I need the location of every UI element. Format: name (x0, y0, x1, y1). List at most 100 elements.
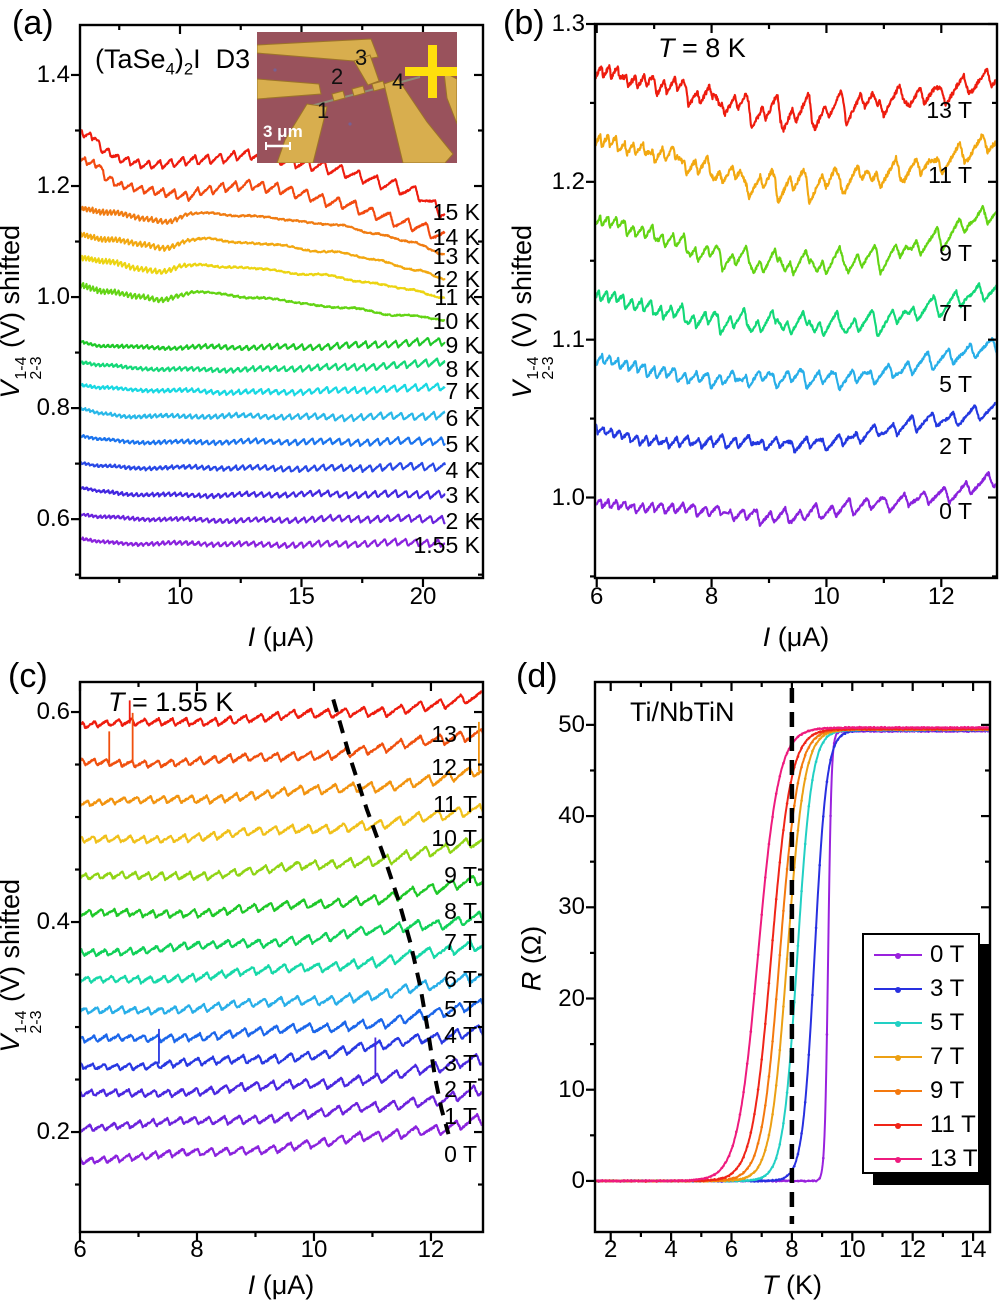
x-tick-label: 12 (927, 583, 955, 610)
y-tick-label: 1.0 (551, 483, 585, 511)
panel-d-xvar: T (762, 1270, 779, 1300)
panel-b-note: T = 8 K (658, 33, 746, 64)
panel-b-tag: (b) (503, 4, 545, 42)
curve-label-3-k: 3 K (445, 482, 480, 509)
y-tick-label: 30 (558, 893, 585, 921)
curve-label-8-t: 8 T (444, 897, 477, 924)
curve-label-9-t: 9 T (939, 240, 972, 267)
x-tick-label: 6 (73, 1236, 87, 1263)
x-tick-label: 10 (838, 1236, 866, 1263)
sample-label-text2: ) (174, 44, 184, 74)
x-tick-label: 10 (813, 583, 840, 610)
y-tick-label: 0.4 (36, 908, 70, 936)
legend-label: 11 T (930, 1111, 976, 1138)
curve-label-0-t: 0 T (444, 1141, 477, 1168)
curve-label-7-t: 7 T (939, 300, 972, 327)
panel-c-yrest: (V) shifted (0, 878, 26, 1002)
panel-c-tag: (c) (8, 657, 48, 695)
panel-d-tag: (d) (516, 657, 558, 695)
legend-entry-9-t: 9 T (874, 1074, 964, 1108)
curve-label-13-k: 13 K (432, 243, 480, 270)
panel-b-ysup: 1-4 (525, 356, 543, 380)
panel-a-xlabel: I (μA) (231, 622, 331, 653)
curve-label-8-k: 8 K (445, 356, 480, 383)
panel-d-yunit: (Ω) (516, 925, 547, 972)
curve-label-13-t: 13 T (926, 96, 972, 123)
curve-label-10-t: 10 T (431, 825, 477, 852)
y-tick-label: 0.6 (36, 698, 70, 726)
legend-label: 13 T (930, 1145, 978, 1172)
contact-label-1: 1 (317, 98, 329, 123)
panel-a-xvar: I (247, 622, 256, 652)
legend-entry-0-t: 0 T (874, 938, 964, 972)
legend-label: 5 T (930, 1009, 965, 1036)
x-tick-label: 12 (899, 1236, 927, 1263)
panel-d-ylabel: R (Ω) (517, 809, 548, 1109)
panel-c-note-rest: = 1.55 K (124, 687, 234, 717)
curve-label-5-t: 5 T (444, 996, 477, 1023)
y-tick-label: 0.2 (36, 1118, 70, 1146)
x-tick-label: 10 (166, 583, 194, 610)
y-tick-label: 1.2 (551, 167, 585, 195)
electrode-2 (257, 78, 322, 100)
panel-b-xunit: (μA) (770, 622, 830, 652)
curve-label-6-t: 6 T (444, 965, 477, 992)
legend-entry-7-t: 7 T (874, 1040, 964, 1074)
curve-label-14-k: 14 K (432, 224, 480, 251)
panel-b-xvar: I (762, 622, 771, 652)
x-tick-label: 8 (704, 583, 719, 610)
panel-a-ylabel-stack: 1-4 2-3 (13, 356, 45, 380)
scalebar-label: 3 μm (263, 122, 303, 141)
legend-marker-icon (895, 1122, 901, 1129)
legend: 0 T 3 T 5 T 7 T 9 T 11 T 13 T (862, 933, 980, 1174)
x-tick-label: 6 (724, 1236, 739, 1263)
panel-b-yvar: V (507, 380, 538, 399)
panel-c-xunit: (μA) (255, 1270, 315, 1300)
panel-a-ysup: 1-4 (13, 356, 31, 380)
y-tick-label: 1.3 (551, 10, 585, 37)
legend-line-sample (874, 1088, 922, 1095)
panel-c-note-var: T (108, 687, 125, 717)
legend-marker-icon (895, 952, 901, 959)
legend-line-sample (874, 1054, 922, 1061)
y-tick-label: 10 (558, 1075, 585, 1103)
legend-entry-5-t: 5 T (874, 1006, 964, 1040)
curve-label-9-t: 9 T (444, 861, 477, 888)
panel-a-xunit: (μA) (255, 622, 315, 652)
x-tick-label: 15 (288, 583, 315, 610)
y-tick-label: 1.1 (551, 325, 585, 353)
sample-label: (TaSe4)2I D3 (95, 44, 250, 79)
legend-line-sample (874, 1122, 922, 1129)
panel-c-ylabel-stack: 1-4 2-3 (13, 1010, 46, 1034)
legend-marker-icon (895, 1088, 901, 1095)
curve-label-11-t: 11 T (928, 161, 972, 188)
panel-c-ylabel: V1-42-3 (V) shifted (0, 816, 46, 1116)
panel-c-yvar: V (0, 1035, 25, 1053)
y-tick-label: 0 (571, 1166, 585, 1194)
curve-label-10-k: 10 K (432, 308, 480, 335)
curve-label-3-t: 3 T (444, 1049, 477, 1076)
curve-label-5-t: 5 T (939, 370, 972, 397)
curve-label-6-k: 6 K (445, 405, 480, 432)
panel-b-note-rest: = 8 K (674, 33, 746, 63)
legend-line-sample (874, 1156, 922, 1163)
wire-pad (351, 85, 366, 97)
wire-pad (331, 90, 346, 102)
x-tick-label: 2 (604, 1236, 618, 1263)
x-tick-label: 10 (300, 1236, 328, 1263)
legend-marker-icon (895, 1156, 901, 1163)
panel-c-ysub: 2-3 (28, 1010, 46, 1034)
curve-label-2-k: 2 K (445, 508, 480, 535)
legend-label: 7 T (930, 1043, 965, 1070)
legend-entry-13-t: 13 T (874, 1142, 978, 1176)
electrode-3 (353, 54, 380, 86)
x-tick-label: 6 (590, 583, 604, 610)
x-tick-label: 20 (409, 583, 437, 610)
wire-pad (371, 80, 386, 92)
sample-label-sub2: 2 (183, 59, 194, 79)
legend-label: 9 T (930, 1077, 965, 1104)
panel-c-ysup: 1-4 (13, 1010, 31, 1034)
electrode-4 (383, 78, 454, 163)
